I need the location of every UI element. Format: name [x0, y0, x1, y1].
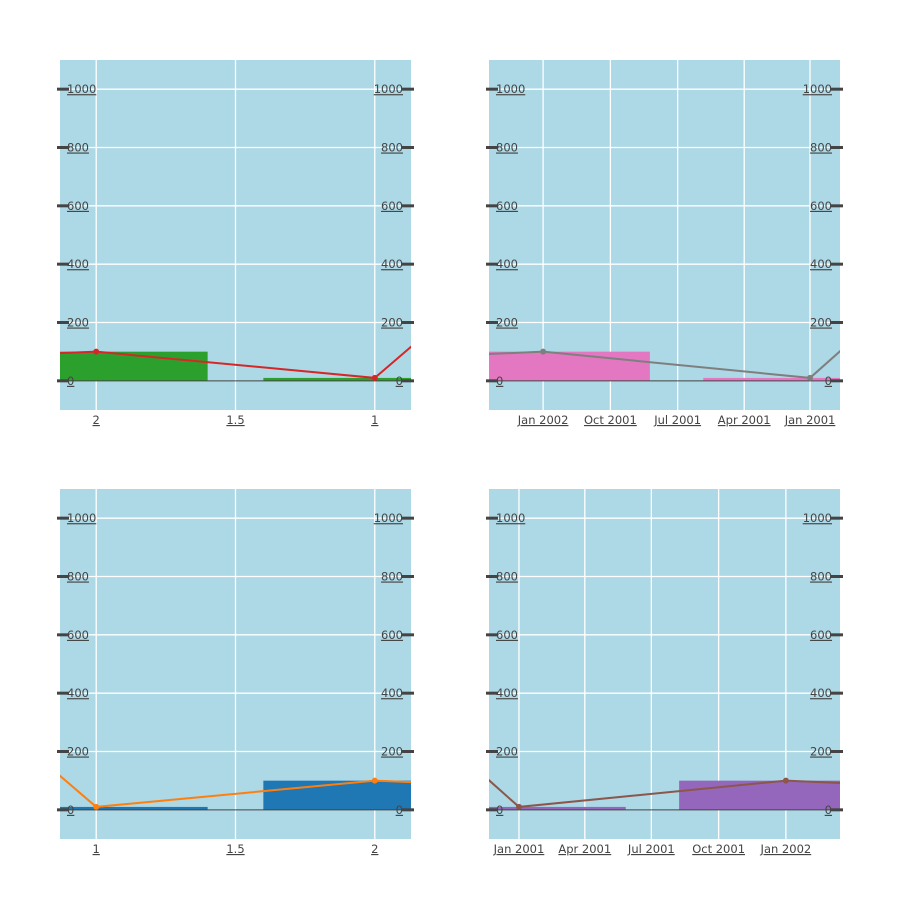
y-tick-label-left: 200	[496, 745, 518, 759]
y-tick-label-right: 600	[810, 628, 832, 642]
y-tick-label-right: 0	[396, 374, 403, 388]
y-tick-label-left: 400	[496, 257, 518, 271]
x-tick-label: 1	[371, 413, 378, 427]
x-tick-label: Jan 2001	[493, 842, 545, 856]
y-tick-label-right: 600	[381, 199, 403, 213]
line-point	[371, 374, 378, 381]
x-tick-label: 1.5	[226, 842, 244, 856]
x-tick-label: Jan 2002	[760, 842, 812, 856]
x-tick-label: 1.5	[226, 413, 244, 427]
y-tick-label-left: 400	[67, 686, 89, 700]
x-tick-label: Apr 2001	[718, 413, 771, 427]
x-tick-label: Jan 2002	[517, 413, 569, 427]
y-tick-label-right: 0	[825, 803, 832, 817]
x-tick-label: 2	[371, 842, 378, 856]
bar	[263, 780, 411, 810]
line-series	[489, 349, 840, 379]
y-tick-label-right: 800	[810, 570, 832, 584]
line-series	[60, 345, 411, 379]
bar	[263, 377, 411, 381]
bar	[60, 351, 208, 381]
y-tick-label-right: 800	[810, 141, 832, 155]
y-tick-label-left: 600	[496, 199, 518, 213]
x-tick-label: Jan 2001	[784, 413, 836, 427]
y-tick-label-right: 200	[381, 316, 403, 330]
bar	[489, 351, 650, 381]
y-tick-label-left: 1000	[67, 82, 96, 96]
bar	[703, 377, 840, 381]
line-point	[540, 348, 547, 355]
y-tick-label-right: 1000	[374, 82, 403, 96]
chart-panel-top-right: 0 0 200 200 400 400 600 600 800 800 1000 1000 Jan 20…	[486, 60, 843, 427]
bar	[679, 780, 840, 810]
x-tick-label: Oct 2001	[584, 413, 637, 427]
y-tick-label-left: 0	[496, 803, 503, 817]
line-point	[93, 348, 100, 355]
line-point	[515, 803, 522, 810]
y-tick-label-right: 1000	[803, 511, 832, 525]
y-tick-label-right: 0	[825, 374, 832, 388]
y-tick-label-left: 1000	[67, 511, 96, 525]
y-tick-label-left: 800	[67, 141, 89, 155]
line-series	[60, 774, 411, 808]
line-point	[782, 777, 789, 784]
y-tick-label-right: 800	[381, 570, 403, 584]
y-tick-label-right: 600	[381, 628, 403, 642]
y-tick-label-right: 400	[381, 257, 403, 271]
y-tick-label-right: 400	[381, 686, 403, 700]
chart-panel-top-left: 0 0 200 200 400 400 600 600 800 800 1000 1000 2 1.5 1	[57, 60, 414, 427]
y-tick-label-left: 200	[67, 745, 89, 759]
line-point	[93, 803, 100, 810]
y-tick-label-left: 1000	[496, 511, 525, 525]
y-tick-label-left: 800	[496, 570, 518, 584]
y-tick-label-left: 600	[496, 628, 518, 642]
y-tick-label-left: 600	[67, 628, 89, 642]
y-tick-label-right: 200	[810, 745, 832, 759]
y-tick-label-left: 200	[67, 316, 89, 330]
y-tick-label-left: 0	[496, 374, 503, 388]
y-tick-label-right: 0	[396, 803, 403, 817]
y-tick-label-left: 200	[496, 316, 518, 330]
y-tick-label-left: 1000	[496, 82, 525, 96]
x-tick-label: Jul 2001	[627, 842, 675, 856]
x-tick-label: 2	[93, 413, 100, 427]
chart-panel-bottom-left: 0 0 200 200 400 400 600 600 800 800 1000 1000 1 1.5 2	[57, 489, 414, 856]
x-tick-label: Jul 2001	[653, 413, 701, 427]
y-tick-label-left: 600	[67, 199, 89, 213]
line-point	[371, 777, 378, 784]
y-tick-label-right: 200	[381, 745, 403, 759]
y-tick-label-right: 800	[381, 141, 403, 155]
x-tick-label: 1	[93, 842, 100, 856]
line-series	[489, 778, 840, 808]
y-tick-label-left: 800	[67, 570, 89, 584]
y-tick-label-left: 800	[496, 141, 518, 155]
y-tick-label-left: 0	[67, 374, 74, 388]
y-tick-label-right: 600	[810, 199, 832, 213]
x-tick-label: Apr 2001	[558, 842, 611, 856]
y-tick-label-right: 1000	[374, 511, 403, 525]
y-tick-label-right: 400	[810, 686, 832, 700]
bar	[489, 806, 626, 810]
y-tick-label-left: 0	[67, 803, 74, 817]
y-tick-label-right: 1000	[803, 82, 832, 96]
y-tick-label-left: 400	[67, 257, 89, 271]
x-tick-label: Oct 2001	[692, 842, 745, 856]
chart-panel-bottom-right: 0 0 200 200 400 400 600 600 800 800 1000 1000 Jan 20…	[486, 489, 843, 856]
bar	[60, 806, 208, 810]
y-tick-label-right: 400	[810, 257, 832, 271]
y-tick-label-right: 200	[810, 316, 832, 330]
y-tick-label-left: 400	[496, 686, 518, 700]
line-point	[807, 374, 814, 381]
